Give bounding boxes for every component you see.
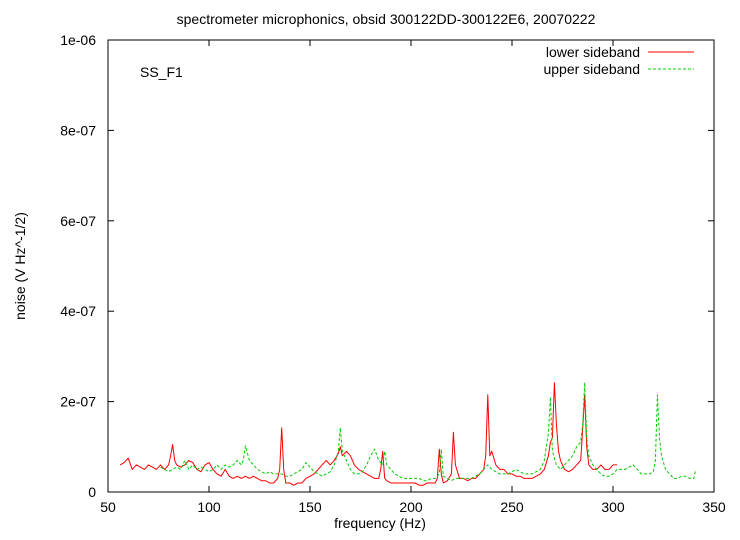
- legend-label: upper sideband: [543, 61, 640, 77]
- y-tick-label: 1e-06: [60, 32, 96, 48]
- x-axis-ticks: 50 100 150 200 250 300 350: [100, 40, 726, 515]
- series-layer: [119, 382, 697, 486]
- x-axis-label: frequency (Hz): [334, 515, 426, 531]
- x-tick-label: 250: [500, 499, 524, 515]
- y-axis-label: noise (V Hz^-1/2): [12, 212, 28, 320]
- y-tick-label: 8e-07: [60, 122, 96, 138]
- x-tick-label: 300: [601, 499, 625, 515]
- series-line-upper-sideband: [160, 382, 697, 482]
- y-axis-ticks: 0 2e-07 4e-07 6e-07 8e-07 1e-06: [60, 32, 714, 500]
- y-tick-label: 0: [88, 484, 96, 500]
- y-tick-label: 2e-07: [60, 394, 96, 410]
- y-tick-label: 6e-07: [60, 213, 96, 229]
- x-tick-label: 200: [399, 499, 423, 515]
- x-tick-label: 350: [702, 499, 726, 515]
- plot-frame: [107, 39, 715, 493]
- x-tick-label: 100: [197, 499, 221, 515]
- legend-label: lower sideband: [546, 44, 640, 60]
- x-tick-label: 50: [100, 499, 116, 515]
- chart-annotation: SS_F1: [140, 64, 183, 80]
- y-tick-label: 4e-07: [60, 303, 96, 319]
- x-tick-label: 150: [298, 499, 322, 515]
- series-line-lower-sideband: [119, 382, 617, 486]
- chart-title: spectrometer microphonics, obsid 300122D…: [177, 11, 596, 27]
